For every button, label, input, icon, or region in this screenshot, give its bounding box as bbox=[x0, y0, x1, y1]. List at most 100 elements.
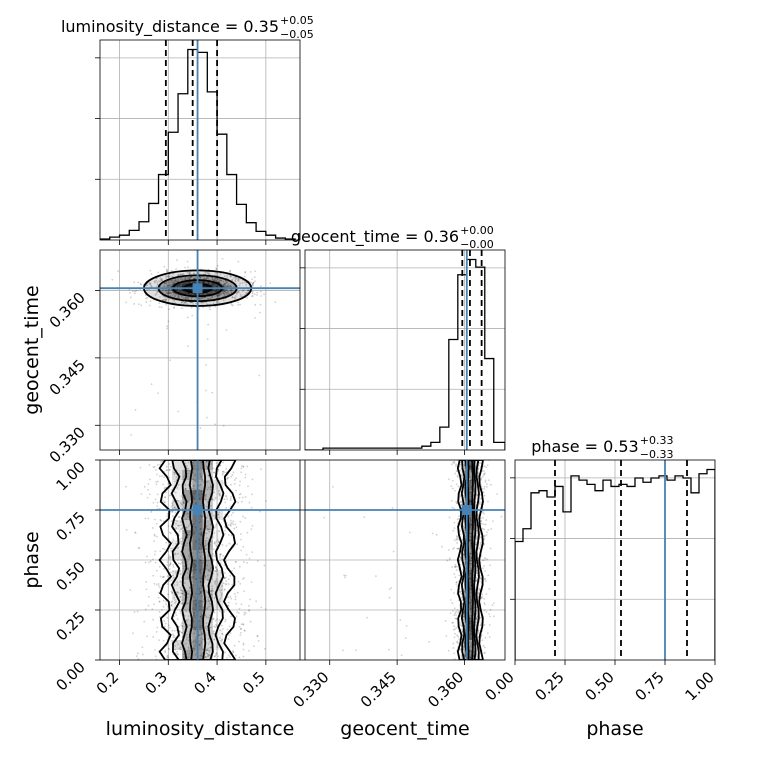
sample-point bbox=[205, 652, 208, 655]
sample-point bbox=[245, 283, 247, 286]
sample-point bbox=[212, 630, 215, 633]
sample-point bbox=[177, 284, 179, 287]
sample-point bbox=[201, 590, 203, 593]
sample-point bbox=[487, 529, 490, 531]
sample-point bbox=[187, 592, 190, 595]
sample-point bbox=[483, 537, 485, 540]
sample-point bbox=[192, 484, 195, 487]
sample-point bbox=[170, 520, 173, 522]
sample-point bbox=[227, 524, 230, 526]
sample-point bbox=[180, 524, 182, 527]
sample-point bbox=[193, 479, 196, 482]
sample-point bbox=[454, 566, 456, 568]
sample-point bbox=[174, 648, 176, 651]
sample-point bbox=[217, 490, 220, 493]
sample-point bbox=[173, 506, 176, 509]
sample-point bbox=[147, 483, 150, 485]
sample-point bbox=[157, 596, 160, 599]
sample-point bbox=[259, 290, 262, 293]
sample-point bbox=[206, 607, 208, 610]
sample-point bbox=[213, 655, 216, 658]
sample-point bbox=[194, 281, 197, 284]
sample-point bbox=[171, 515, 174, 518]
sample-point bbox=[213, 625, 216, 628]
density-cell bbox=[212, 510, 224, 520]
sample-point bbox=[230, 597, 233, 600]
sample-point bbox=[477, 629, 480, 632]
sample-point bbox=[215, 568, 218, 571]
sample-point bbox=[252, 281, 255, 284]
sample-point bbox=[172, 570, 175, 573]
sample-point bbox=[186, 303, 189, 305]
sample-point bbox=[205, 616, 208, 619]
sample-point bbox=[456, 585, 459, 588]
density-cell bbox=[202, 460, 213, 470]
sample-point bbox=[486, 632, 489, 635]
density-cell bbox=[475, 610, 479, 620]
sample-point bbox=[172, 563, 175, 566]
sample-point bbox=[259, 303, 262, 306]
sample-point bbox=[180, 589, 183, 592]
sample-point bbox=[206, 591, 209, 594]
sample-point bbox=[175, 522, 177, 525]
sample-point bbox=[186, 278, 188, 281]
sample-point bbox=[453, 607, 456, 610]
sample-point bbox=[205, 537, 208, 539]
contour-level-3 bbox=[466, 460, 474, 660]
sample-point bbox=[240, 549, 243, 552]
sample-point bbox=[219, 464, 221, 467]
sample-point bbox=[218, 293, 221, 296]
sample-point bbox=[216, 264, 219, 267]
sample-point bbox=[343, 576, 346, 579]
sample-point bbox=[175, 476, 178, 479]
sample-point bbox=[172, 636, 175, 639]
sample-point bbox=[227, 601, 230, 604]
sample-point bbox=[163, 625, 166, 628]
sample-point bbox=[172, 279, 175, 282]
sample-point bbox=[179, 273, 182, 276]
sample-point bbox=[208, 640, 211, 643]
sample-point bbox=[238, 496, 241, 499]
sample-point bbox=[241, 282, 244, 285]
sample-point bbox=[448, 557, 451, 560]
sample-point bbox=[137, 281, 140, 284]
sample-point bbox=[222, 461, 225, 464]
sample-point bbox=[216, 285, 218, 288]
sample-point bbox=[181, 602, 184, 605]
sample-point bbox=[199, 427, 202, 430]
density-cell bbox=[171, 490, 183, 500]
sample-point bbox=[453, 507, 456, 510]
sample-point bbox=[187, 297, 190, 300]
sample-point bbox=[165, 465, 168, 468]
sample-point bbox=[469, 657, 472, 659]
x-tick-label: 0.75 bbox=[631, 668, 667, 704]
sample-point bbox=[200, 633, 203, 636]
sample-point bbox=[251, 278, 254, 281]
sample-point bbox=[238, 284, 241, 287]
sample-point bbox=[215, 578, 218, 580]
sample-point bbox=[457, 635, 460, 638]
sample-point bbox=[167, 291, 170, 293]
sample-point bbox=[129, 291, 131, 294]
joint-panel-geocent_time-phase bbox=[300, 459, 506, 665]
sample-point bbox=[195, 642, 197, 644]
sample-point bbox=[456, 518, 459, 521]
sample-point bbox=[216, 302, 219, 304]
density-cell bbox=[182, 640, 193, 650]
sample-point bbox=[178, 284, 181, 287]
sample-point bbox=[211, 278, 214, 281]
sample-point bbox=[206, 652, 209, 655]
sample-point bbox=[200, 653, 203, 656]
sample-point bbox=[138, 547, 141, 549]
sample-point bbox=[166, 657, 169, 659]
sample-point bbox=[164, 282, 167, 285]
sample-point bbox=[456, 538, 459, 540]
sample-point bbox=[186, 276, 189, 279]
sample-point bbox=[170, 591, 173, 594]
sample-point bbox=[170, 604, 173, 606]
sample-point bbox=[207, 654, 209, 657]
sample-point bbox=[219, 597, 222, 600]
sample-point bbox=[451, 602, 454, 604]
sample-point bbox=[219, 610, 221, 613]
sample-point bbox=[452, 529, 455, 532]
